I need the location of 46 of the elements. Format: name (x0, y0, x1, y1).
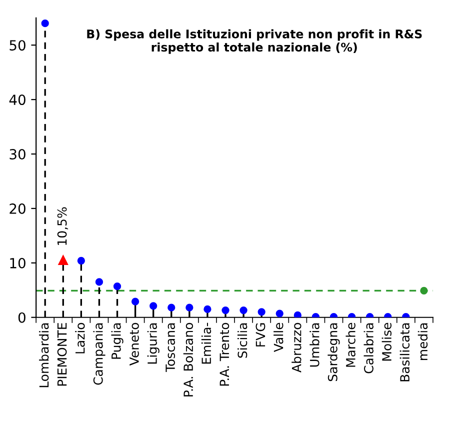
x-tick-label: Liguria (147, 323, 160, 364)
point (95, 278, 104, 286)
x-tick-label: Toscana (166, 323, 176, 372)
point (276, 310, 284, 318)
point (204, 305, 212, 314)
x-tick-label: Emilia- (201, 322, 212, 364)
y-tick-label: 30 (10, 148, 26, 160)
x-tick-label: P.A. Bolzano (183, 322, 194, 396)
x-tick-label: Lazio (75, 322, 85, 354)
x-tick-label: Abruzzo (292, 322, 302, 372)
x-tick-label: Puglia (111, 323, 124, 359)
y-tick-label: 0 (18, 312, 26, 323)
point (258, 308, 266, 316)
x-tick-label: P.A. Trento (220, 322, 230, 386)
x-tick-label: Calabria (364, 323, 374, 374)
x-tick-label: Sicilia (237, 323, 248, 358)
point (222, 306, 230, 314)
text: B) Spesa delle Istituzioni private non profit in R&S rispetto al totale nazionale (%) (87, 29, 422, 54)
x-tick-label: Lombardia (39, 323, 49, 388)
x-tick-label: FVG (256, 323, 266, 346)
point (150, 302, 158, 310)
x-tick-label: Sardegna (328, 323, 340, 382)
point (294, 311, 302, 318)
point (41, 20, 49, 28)
point (186, 304, 194, 312)
x-tick-label: Valle (274, 322, 284, 352)
annotation: 10,5% (57, 207, 68, 245)
x-tick-label: Campania (93, 323, 106, 385)
x-tick-label: Molise (382, 322, 392, 361)
x-tick-label: PIEMONTE (57, 323, 67, 386)
point (131, 298, 140, 306)
x-tick-label: media (418, 323, 428, 360)
point (240, 306, 248, 314)
x-tick-label: Umbria (310, 323, 320, 367)
point (168, 304, 176, 312)
point (420, 286, 428, 295)
y-tick-label: 10 (10, 258, 26, 268)
point (77, 256, 85, 265)
y-tick-label: 40 (9, 94, 26, 106)
point (113, 282, 122, 290)
y-tick-label: 20 (10, 203, 26, 214)
y-tick-label: 50 (10, 40, 26, 51)
x-tick-label: Veneto (130, 322, 139, 366)
point (58, 255, 68, 266)
x-tick-label: Marche (346, 322, 356, 367)
x-tick-label: Basilicata (400, 323, 410, 382)
